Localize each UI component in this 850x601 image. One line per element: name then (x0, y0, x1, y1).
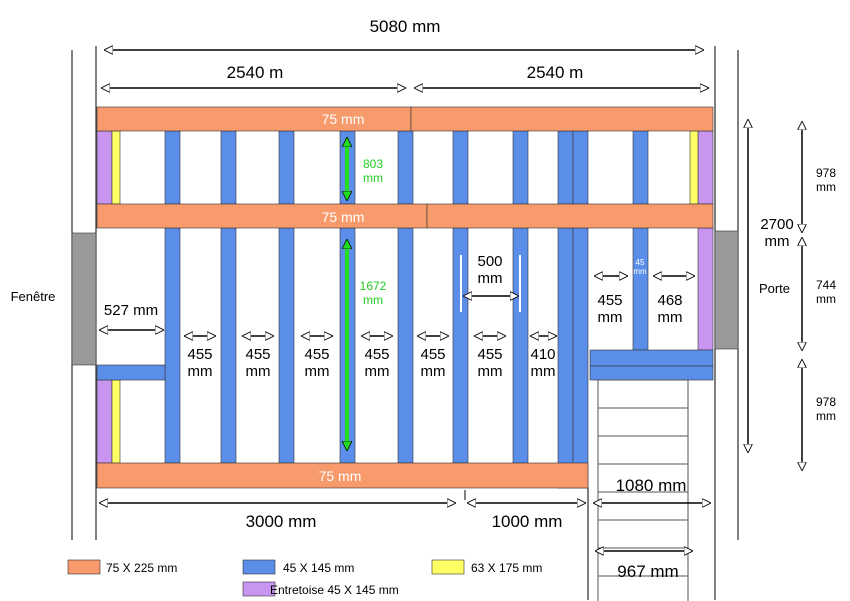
legend-label: Entretoise 45 X 145 mm (270, 583, 399, 597)
stair-dim: 967 mm (617, 562, 679, 581)
legend-label: 63 X 175 mm (471, 561, 543, 575)
spacing-label: 45 mm (633, 258, 647, 276)
joist (632, 130, 649, 205)
spacing-label: 410 mm (530, 346, 556, 380)
overall-dim: 5080 mm (369, 17, 441, 36)
joist (572, 227, 589, 489)
joist (452, 130, 469, 205)
door-label: Porte (758, 281, 791, 296)
rim (689, 130, 699, 205)
blocking (96, 130, 113, 205)
joist (164, 227, 181, 464)
beam (96, 462, 589, 489)
joist (220, 130, 237, 205)
rim (111, 130, 121, 205)
side-dim: 978 mm (815, 166, 837, 194)
blocking (697, 227, 714, 351)
stair-dim: 1080 mm (615, 476, 687, 495)
spacing-label: 455 mm (187, 346, 213, 380)
header (96, 364, 166, 381)
legend-swatch (242, 559, 276, 575)
header (589, 349, 714, 367)
blocking (697, 130, 714, 205)
legend-label: 75 X 225 mm (106, 561, 178, 575)
beam (96, 203, 428, 229)
rim (111, 379, 121, 464)
beam (426, 203, 714, 229)
right-half-dim: 2540 m (526, 63, 584, 82)
joist (397, 130, 414, 205)
joist (278, 227, 295, 464)
spacing-label: 455 mm (420, 346, 446, 380)
beam (96, 106, 412, 132)
beam-label: 75 mm (318, 468, 362, 484)
legend-swatch (431, 559, 465, 575)
joist (397, 227, 414, 464)
window (71, 232, 97, 366)
blocking (96, 379, 113, 464)
spacing-label: 455 mm (597, 292, 623, 326)
beam (410, 106, 714, 132)
spacing-label: 455 mm (364, 346, 390, 380)
legend-swatch (67, 559, 101, 575)
spacing-label: 468 mm (657, 292, 683, 326)
spacing-label: 455 mm (477, 346, 503, 380)
height-label: 803 mm (362, 157, 384, 185)
joist (572, 130, 589, 205)
door (714, 230, 739, 350)
beam-label: 75 mm (321, 209, 365, 225)
joist (164, 130, 181, 205)
left-half-dim: 2540 m (226, 63, 284, 82)
joist (632, 227, 649, 351)
legend-swatch (242, 581, 276, 597)
legend-label: 45 X 145 mm (283, 561, 355, 575)
window-label: Fenêtre (10, 289, 56, 304)
joist (278, 130, 295, 205)
height-label: 1672 mm (359, 279, 387, 307)
side-dim: 978 mm (815, 395, 837, 423)
spacing-label: 527 mm (103, 302, 159, 319)
side-dim: 744 mm (815, 278, 837, 306)
joist (220, 227, 237, 464)
spacing-label: 455 mm (304, 346, 330, 380)
side-total-dim: 2700 mm (760, 216, 794, 250)
spacing-label: 500 mm (477, 253, 503, 287)
header (589, 365, 714, 381)
beam-label: 75 mm (321, 111, 365, 127)
joist (512, 130, 529, 205)
bottom-dim: 3000 mm (245, 512, 317, 531)
spacing-label: 455 mm (245, 346, 271, 380)
joist (557, 130, 574, 205)
bottom-dim: 1000 mm (491, 512, 563, 531)
